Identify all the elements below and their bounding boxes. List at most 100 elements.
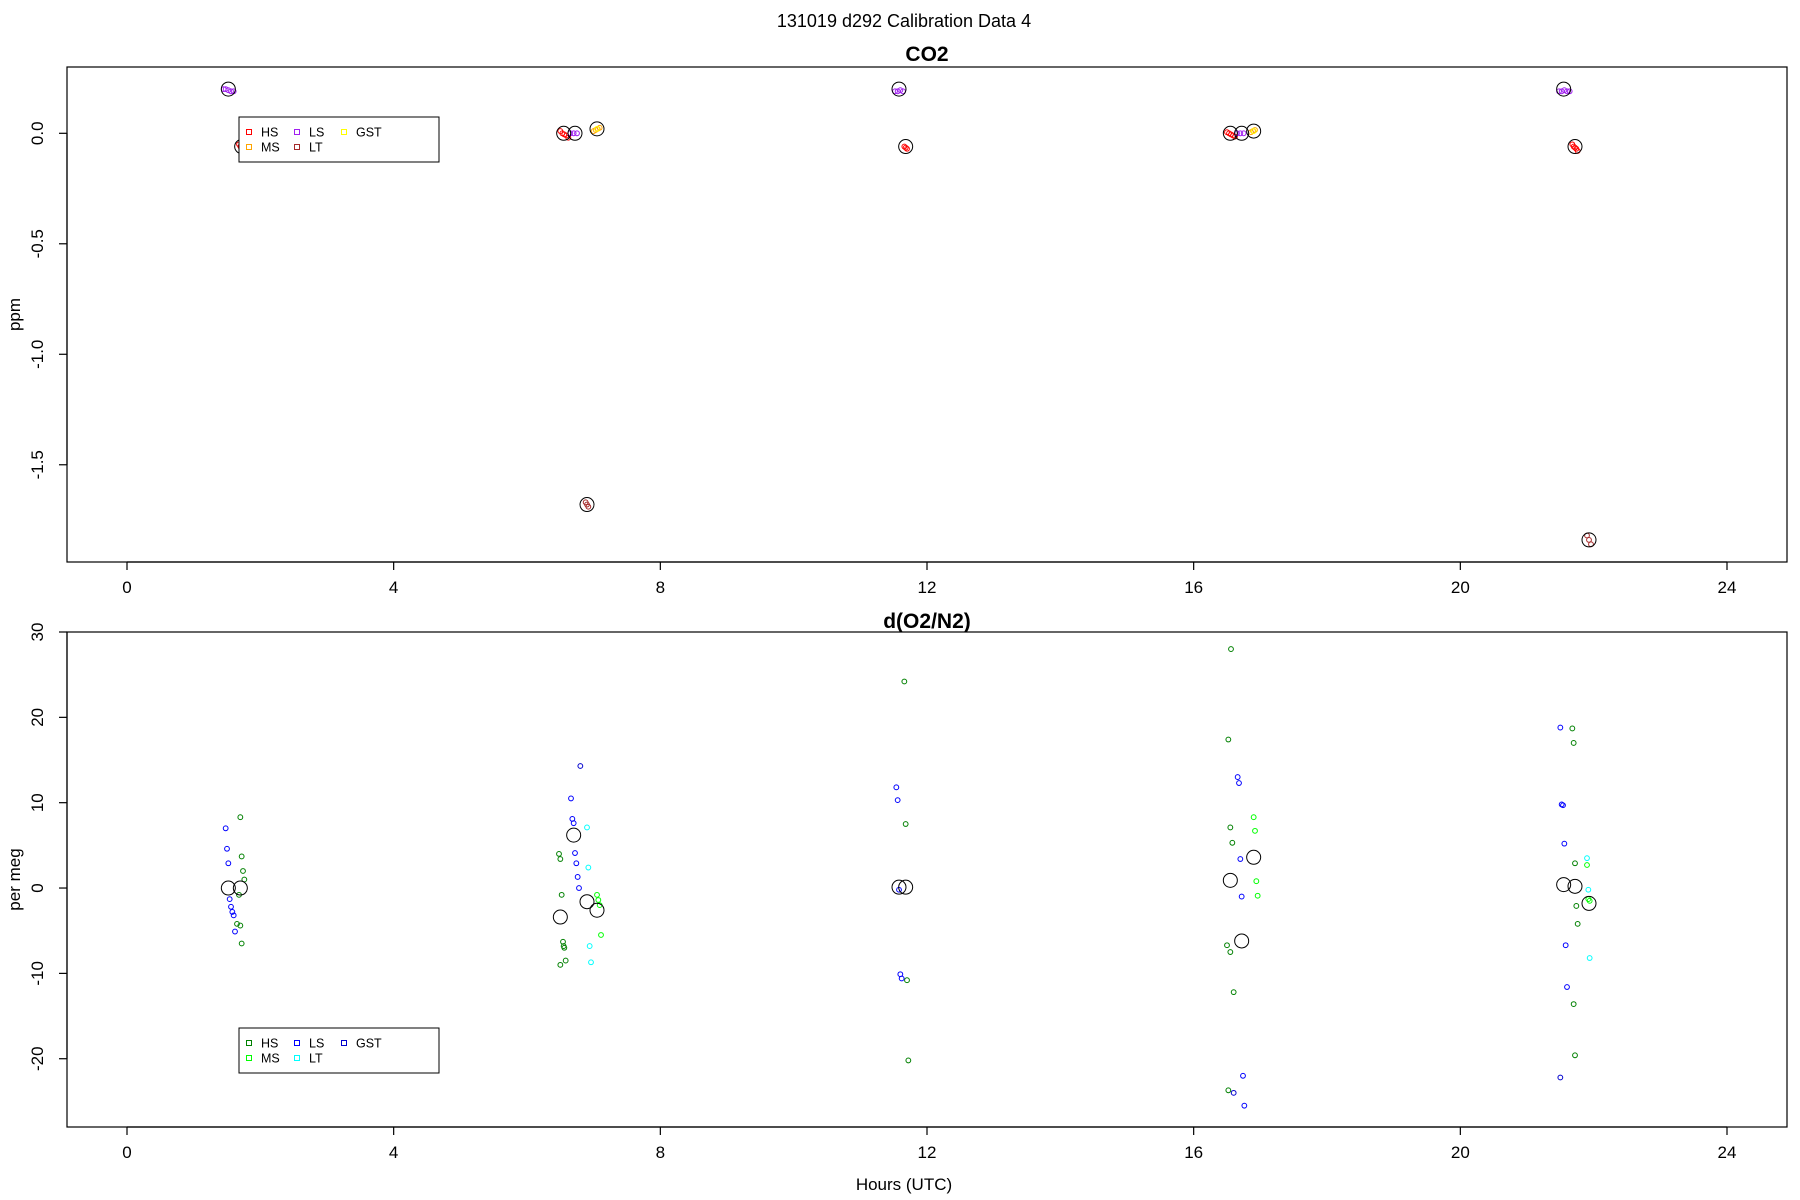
p1-point-ls bbox=[228, 903, 234, 910]
p1-point-hs bbox=[1227, 949, 1234, 955]
p0-point-gst bbox=[1250, 128, 1257, 134]
p0-legend-swatch-lt bbox=[294, 144, 300, 150]
p1-point-ms bbox=[598, 932, 604, 938]
p1-legend-label-lt: LT bbox=[309, 1052, 323, 1066]
p0-legend-swatch-hs bbox=[246, 129, 252, 135]
p0-y-tick-label: -1.0 bbox=[28, 340, 47, 369]
p1-x-tick-label: 16 bbox=[1184, 1143, 1203, 1162]
p1-legend-box bbox=[238, 1027, 440, 1074]
p0-point-lt bbox=[585, 503, 592, 510]
p1-point-ms bbox=[1252, 827, 1258, 834]
p0-mean-marker bbox=[1581, 532, 1597, 548]
p1-mean-marker bbox=[232, 880, 248, 896]
p1-point-ls bbox=[1560, 802, 1566, 809]
p1-point-hs bbox=[1570, 740, 1577, 746]
p0-point-hs bbox=[904, 145, 910, 152]
p1-point-hs bbox=[557, 856, 564, 862]
p1-point-hs bbox=[1225, 1087, 1232, 1094]
p0-mean-marker bbox=[556, 125, 572, 141]
p0-mean-marker bbox=[220, 81, 236, 97]
p1-point-hs bbox=[904, 977, 910, 984]
p1-point-ls bbox=[576, 885, 582, 891]
p0-legend-label-hs: HS bbox=[261, 126, 278, 140]
p1-point-lt bbox=[584, 824, 590, 831]
p0-legend-label-lt: LT bbox=[309, 141, 323, 155]
p1-point-ls bbox=[1564, 984, 1570, 990]
p0-x-tick-label: 8 bbox=[656, 578, 665, 597]
p1-point-ms bbox=[1254, 892, 1261, 899]
p0-mean-marker bbox=[1556, 81, 1572, 97]
p1-mean-marker bbox=[220, 880, 236, 896]
p0-x-tick-label: 4 bbox=[389, 578, 398, 597]
p1-legend-swatch-hs bbox=[246, 1040, 252, 1046]
p1-x-tick-label: 8 bbox=[656, 1143, 665, 1162]
p1-point-hs bbox=[1572, 860, 1578, 867]
p0-mean-marker bbox=[891, 81, 907, 97]
p1-point-hs bbox=[1230, 989, 1237, 996]
p1-y-tick-label: 0 bbox=[28, 883, 47, 892]
p1-point-hs bbox=[237, 814, 244, 821]
p0-legend-label-ls: LS bbox=[309, 126, 324, 140]
p1-point-lt bbox=[1585, 886, 1592, 893]
p1-mean-marker bbox=[1581, 895, 1597, 911]
p0-legend-swatch-ms bbox=[246, 144, 252, 150]
p1-legend-swatch-gst bbox=[341, 1040, 347, 1046]
p0-point-ls bbox=[1237, 130, 1244, 137]
p1-point-hs bbox=[902, 821, 909, 827]
p0-point-ms bbox=[1252, 127, 1258, 133]
p1-mean-marker bbox=[898, 879, 914, 895]
p0-mean-marker bbox=[1222, 125, 1238, 141]
p1-point-ls bbox=[229, 909, 236, 915]
p1-point-hs bbox=[557, 961, 564, 968]
p0-mean-marker bbox=[1234, 125, 1250, 141]
p1-point-hs bbox=[240, 868, 246, 874]
p0-legend-label-gst: GST bbox=[356, 126, 382, 140]
p0-y-axis-label: ppm bbox=[5, 298, 24, 331]
p1-point-ls bbox=[1561, 840, 1568, 847]
p0-mean-marker bbox=[579, 497, 595, 513]
p1-point-ls bbox=[570, 820, 577, 827]
p1-point-hs bbox=[560, 943, 567, 949]
p0-point-ls bbox=[1566, 88, 1573, 95]
p0-mean-marker bbox=[898, 139, 914, 155]
p1-point-hs bbox=[1227, 824, 1234, 831]
p1-legend-swatch-lt bbox=[294, 1055, 300, 1061]
figure-title: 131019 d292 Calibration Data 4 bbox=[777, 11, 1031, 31]
p1-mean-marker bbox=[589, 902, 605, 918]
p1-y-tick-label: -20 bbox=[28, 1046, 47, 1071]
p1-point-ls bbox=[572, 850, 578, 856]
p1-y-tick-label: 20 bbox=[28, 708, 47, 727]
p0-x-tick-label: 16 bbox=[1184, 578, 1203, 597]
p0-x-tick-label: 12 bbox=[918, 578, 937, 597]
p0-mean-marker bbox=[589, 121, 605, 137]
p1-point-ls bbox=[232, 928, 238, 935]
p0-y-tick-label: 0.0 bbox=[28, 121, 47, 145]
p1-point-ls bbox=[898, 975, 905, 982]
p1-panel-title: d(O2/N2) bbox=[883, 610, 971, 633]
p1-point-hs bbox=[1224, 942, 1230, 949]
p1-point-lt bbox=[586, 943, 593, 949]
p0-point-ls bbox=[894, 88, 901, 95]
p1-mean-marker bbox=[891, 879, 907, 895]
p1-legend-label-ls: LS bbox=[309, 1037, 324, 1051]
p1-point-hs bbox=[901, 678, 908, 685]
p1-y-tick-label: 30 bbox=[28, 623, 47, 642]
p1-point-hs bbox=[1572, 1052, 1578, 1059]
p1-point-hs bbox=[237, 922, 244, 929]
p1-legend-swatch-ls bbox=[294, 1040, 300, 1046]
p0-mean-marker bbox=[1246, 123, 1262, 139]
p1-point-ls bbox=[230, 912, 237, 919]
o2n2-panel: d(O2/N2) 0 4 8 12 16 20 24 30 20 10 0 -10 -20 per meg H… bbox=[5, 610, 1788, 1162]
p0-legend-box bbox=[238, 116, 440, 163]
p0-point-ls bbox=[225, 87, 232, 94]
p0-legend-swatch-gst bbox=[341, 129, 347, 135]
p1-point-hs bbox=[234, 920, 240, 927]
p1-point-hs bbox=[562, 957, 569, 964]
p0-point-ls bbox=[570, 130, 577, 137]
p0-point-ls bbox=[1240, 130, 1247, 137]
p1-point-ls bbox=[1240, 1072, 1246, 1079]
p0-point-hs bbox=[902, 144, 909, 151]
p1-mean-marker bbox=[579, 894, 595, 910]
p1-point-ms bbox=[1250, 814, 1257, 821]
